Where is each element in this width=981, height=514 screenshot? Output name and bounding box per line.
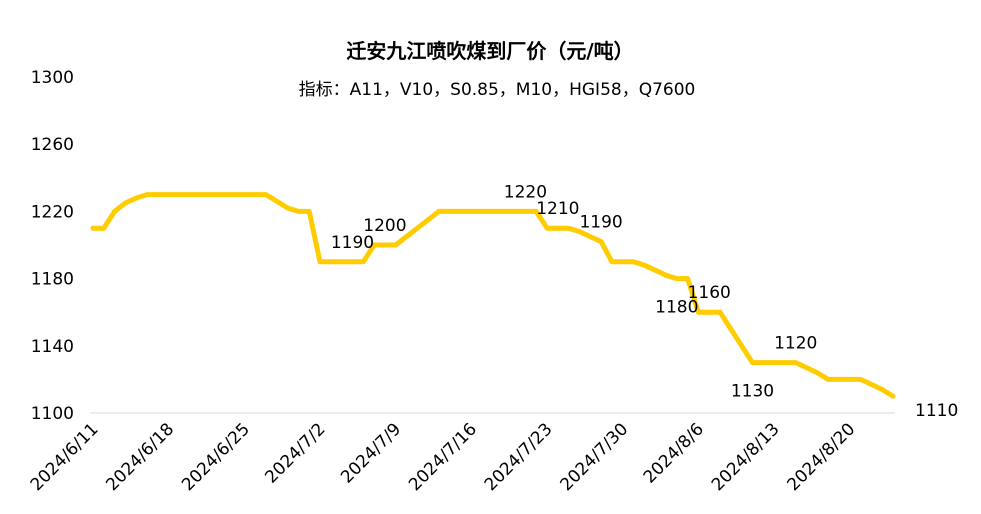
data-label: 1180 (655, 298, 698, 318)
x-tick-label: 2024/8/13 (708, 419, 784, 495)
x-tick-label: 2024/7/16 (405, 419, 481, 495)
chart-subtitle: 指标：A11，V10，S0.85，M10，HGI58，Q7600 (299, 80, 696, 100)
x-tick-label: 2024/6/18 (102, 419, 178, 495)
x-tick-label: 2024/8/6 (640, 419, 708, 487)
price-series-line (90, 192, 896, 399)
data-label: 1130 (731, 382, 774, 402)
x-tick-label: 2024/8/20 (784, 419, 860, 495)
data-label: 1120 (774, 334, 817, 354)
data-label: 1160 (688, 283, 731, 303)
y-axis-ticks: 1100 1140 1180 1220 1260 1300 (31, 68, 74, 424)
data-label: 1110 (915, 401, 958, 421)
x-tick-label: 2024/7/23 (481, 419, 557, 495)
x-tick-label: 2024/7/2 (261, 419, 329, 487)
data-label: 1220 (504, 182, 547, 202)
data-label: 1190 (331, 233, 374, 253)
data-label: 1200 (363, 216, 406, 236)
x-axis-ticks: 2024/6/11 2024/6/18 2024/6/25 2024/7/2 2024/… (27, 419, 860, 495)
y-tick-label: 1180 (31, 270, 74, 290)
data-label: 1210 (536, 199, 579, 219)
y-tick-label: 1100 (31, 404, 74, 424)
y-tick-label: 1140 (31, 337, 74, 357)
x-tick-label: 2024/6/25 (178, 419, 254, 495)
y-tick-label: 1220 (31, 202, 74, 222)
y-tick-label: 1300 (31, 68, 74, 88)
x-tick-label: 2024/6/11 (27, 419, 103, 495)
x-tick-label: 2024/7/30 (556, 419, 632, 495)
y-tick-label: 1260 (31, 135, 74, 155)
x-tick-label: 2024/7/9 (337, 419, 405, 487)
data-label: 1190 (579, 213, 622, 233)
chart-title: 迁安九江喷吹煤到厂价（元/吨） (346, 39, 633, 63)
